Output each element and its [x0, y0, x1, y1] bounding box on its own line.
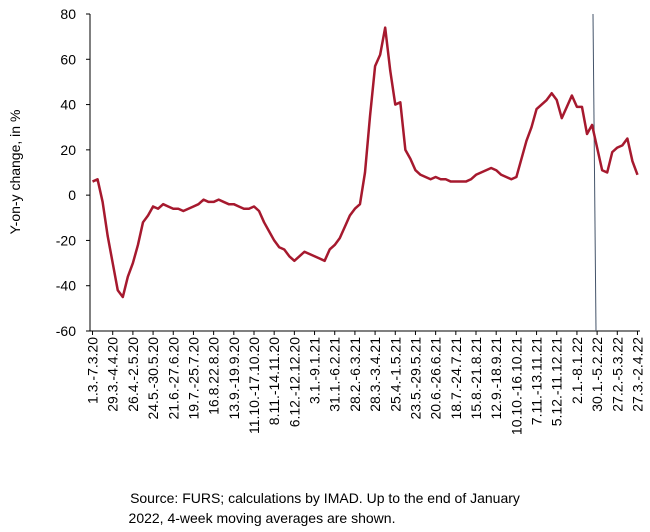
x-tick-label: 15.8.-21.8.21: [468, 337, 484, 420]
x-tick-label: 18.7.-24.7.21: [448, 337, 464, 420]
x-tick-label: 16.8.22.8.20: [206, 337, 222, 415]
x-tick-label: 21.6.-27.6.20: [165, 337, 181, 420]
y-tick-label: 40: [60, 97, 76, 113]
x-tick-label: 27.3.-2.4.22: [629, 337, 645, 412]
x-tick-label: 29.3.-4.4.20: [105, 337, 121, 412]
y-tick-label: -20: [56, 232, 76, 248]
x-tick-label: 24.5.-30.5.20: [145, 337, 161, 420]
x-tick-label: 3.1.-9.1.21: [307, 337, 323, 404]
x-tick-label: 28.2.-6.3.21: [347, 337, 363, 412]
period-divider: [592, 13, 597, 332]
y-tick-label: 0: [68, 187, 76, 203]
x-tick-label: 2.1.-8.1.22: [569, 337, 585, 404]
x-tick-label: 10.10.-16.10.21: [508, 337, 524, 435]
x-tick-label: 11.10.-17.10.20: [246, 337, 262, 434]
data-line: [92, 26, 639, 299]
x-tick-label: 27.2.-5.3.22: [609, 337, 625, 412]
x-tick-label: 5.12.-11.12.21: [549, 337, 565, 426]
source-note: 2022, 4-week moving averages are shown.: [129, 510, 396, 526]
x-tick-label: 30.1.-5.2.22: [589, 337, 605, 412]
y-tick-label: -60: [56, 323, 76, 339]
x-tick-label: 23.5.-29.5.21: [407, 337, 423, 420]
x-tick-label: 8.11.-14.11.20: [266, 337, 282, 425]
x-tick-label: 20.6.-26.6.21: [428, 337, 444, 420]
x-tick-label: 1.3.-7.3.20: [85, 337, 101, 404]
source-note: Source: FURS; calculations by IMAD. Up t…: [130, 490, 520, 506]
y-tick-label: 20: [60, 142, 76, 158]
x-tick-label: 6.12.-12.12.20: [286, 337, 302, 428]
x-tick-label: 25.4.-1.5.21: [387, 337, 403, 412]
y-tick-label: 80: [60, 6, 76, 22]
x-tick-label: 19.7.-25.7.20: [185, 337, 201, 420]
x-tick-label: 12.9.-18.9.21: [488, 337, 504, 420]
y-tick-label: -40: [56, 278, 76, 294]
x-tick-label: 26.4.-2.5.20: [125, 337, 141, 412]
x-tick-label: 7.11.-13.11.21: [529, 337, 545, 425]
y-axis-label: Y-on-y change, in %: [7, 110, 23, 235]
x-tick-label: 13.9.-19.9.20: [226, 337, 242, 420]
x-tick-label: 28.3.-3.4.21: [367, 337, 383, 412]
y-tick-label: 60: [60, 51, 76, 67]
x-tick-label: 31.1.-6.2.21: [327, 337, 343, 412]
